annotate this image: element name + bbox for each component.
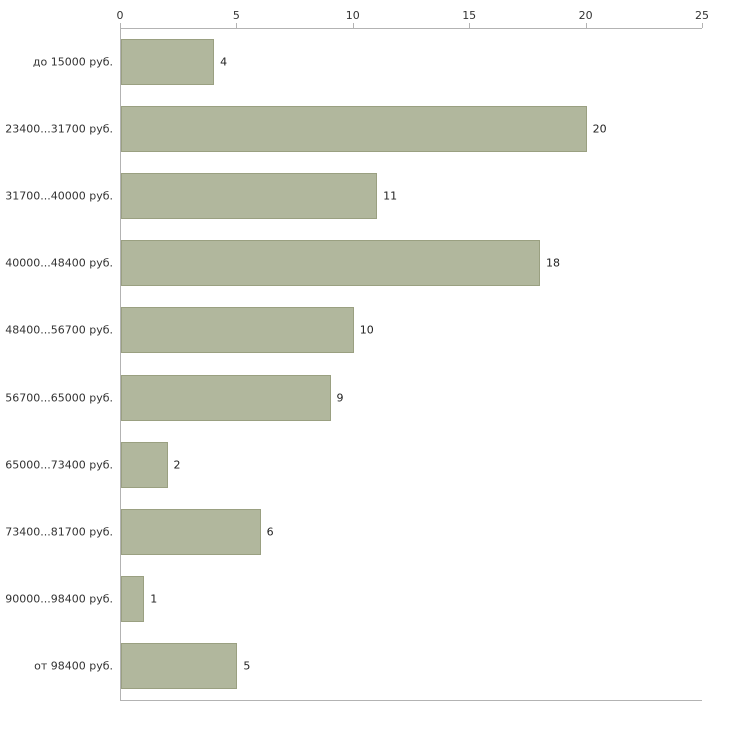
bar xyxy=(121,576,145,623)
x-axis-tick xyxy=(236,23,238,28)
category-label: 56700...65000 руб. xyxy=(5,391,113,405)
x-axis-bottom-line xyxy=(120,700,702,701)
x-axis-top-line xyxy=(120,28,702,29)
x-axis-tick xyxy=(702,23,703,28)
bar-value-label: 18 xyxy=(546,256,561,270)
bar-value-label: 10 xyxy=(359,323,374,337)
bar-value-label: 2 xyxy=(173,458,181,472)
category-label: от 98400 руб. xyxy=(34,659,113,673)
x-axis-tick-label: 15 xyxy=(462,9,477,22)
bar xyxy=(121,38,215,85)
x-axis-tick-label: 5 xyxy=(232,9,240,22)
x-axis-tick-label: 10 xyxy=(345,9,360,22)
bar-value-label: 5 xyxy=(243,659,251,673)
category-label: 31700...40000 руб. xyxy=(5,189,113,203)
bar-value-label: 4 xyxy=(220,55,228,69)
x-axis-tick xyxy=(352,23,354,28)
category-label: 40000...48400 руб. xyxy=(5,256,113,270)
bar xyxy=(121,240,541,287)
bar xyxy=(121,307,354,354)
x-axis-tick xyxy=(585,23,587,28)
bar xyxy=(121,173,378,219)
y-axis-line xyxy=(120,28,121,700)
category-label: 90000...98400 руб. xyxy=(5,592,113,606)
bar-value-label: 20 xyxy=(592,122,607,136)
x-axis-tick xyxy=(120,23,121,28)
bar xyxy=(121,643,238,690)
category-label: 23400...31700 руб. xyxy=(5,122,113,136)
bar-value-label: 9 xyxy=(336,391,344,405)
bar xyxy=(121,509,261,555)
bar xyxy=(121,441,168,488)
bar-value-label: 1 xyxy=(150,592,158,606)
category-label: 65000...73400 руб. xyxy=(5,458,113,472)
x-axis-tick xyxy=(469,23,471,28)
bar xyxy=(121,374,331,421)
x-axis-tick-label: 0 xyxy=(116,9,124,22)
category-label: до 15000 руб. xyxy=(32,55,113,69)
bar-value-label: 6 xyxy=(266,525,274,539)
x-axis-tick-label: 25 xyxy=(695,9,709,22)
bar xyxy=(121,105,587,152)
bar-value-label: 11 xyxy=(383,189,398,203)
category-label: 73400...81700 руб. xyxy=(5,525,113,539)
category-label: 48400...56700 руб. xyxy=(5,323,113,337)
x-axis-tick-label: 20 xyxy=(578,9,593,22)
